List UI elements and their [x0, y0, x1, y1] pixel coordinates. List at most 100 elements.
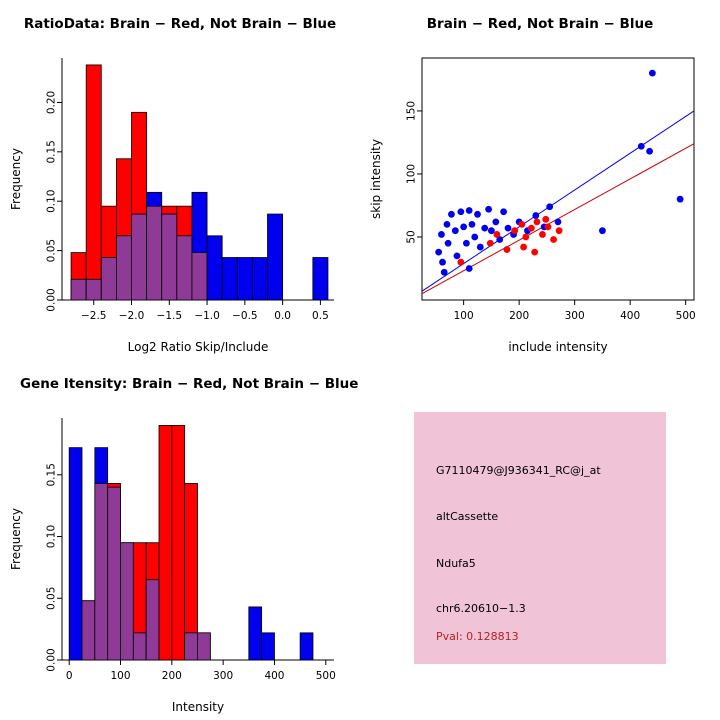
scatter-point	[646, 147, 653, 155]
histogram-bar	[171, 425, 186, 661]
panel-gene-info: G7110479@J936341_RC@j_at altCassette Ndu…	[360, 360, 720, 720]
histogram-overlap-bar	[81, 600, 96, 661]
scatter-point	[533, 218, 541, 226]
scatter-point	[531, 248, 539, 256]
scatter-point	[474, 210, 481, 218]
x-tick-label: −2.5	[81, 310, 107, 322]
scatter-point	[487, 227, 495, 235]
scatter-point	[444, 239, 452, 247]
histogram-overlap-bar	[116, 235, 132, 301]
scatter-point	[539, 231, 546, 238]
histogram-bar	[206, 235, 223, 301]
scatter-point	[522, 233, 530, 241]
y-tick-label: 0.00	[46, 648, 58, 671]
scatter-point	[440, 268, 448, 276]
y-tick-label: 50	[406, 230, 418, 243]
y-tick-label: 150	[406, 101, 418, 121]
scatter-point	[496, 236, 504, 243]
histogram-overlap-bar	[70, 278, 87, 301]
histogram-bar	[267, 213, 284, 301]
scatter-point	[435, 248, 443, 256]
histogram-bars	[70, 64, 329, 301]
gene-y-axis-label: Frequency	[9, 508, 23, 570]
scatter-point	[532, 212, 540, 219]
scatter-point	[503, 246, 511, 253]
y-tick-label: 0.20	[46, 91, 58, 114]
histogram-overlap-bar	[131, 213, 148, 301]
scatter-point	[520, 243, 527, 251]
histogram-bar	[248, 606, 263, 661]
histogram-overlap-bar	[197, 632, 211, 661]
y-tick-label: 0.05	[46, 239, 58, 262]
scatter-point	[457, 258, 465, 266]
gene-x-axis-label: Intensity	[171, 700, 225, 714]
scatter-point	[676, 195, 684, 203]
scatter-point	[457, 208, 465, 216]
x-tick-label: 0.0	[274, 310, 291, 322]
scatter-point	[443, 220, 451, 228]
x-tick-label: 0.5	[312, 310, 329, 322]
scatter-point	[599, 227, 606, 235]
gene-intensity-histogram-svg: 0 100 200 300 400 500 0.00 0.05 0.10 0.15	[46, 418, 336, 682]
scatter-point	[460, 223, 468, 231]
scatter-point	[550, 236, 557, 243]
histogram-overlap-bar	[107, 486, 121, 661]
x-tick-label: 500	[316, 670, 336, 682]
scatter-point	[471, 233, 479, 241]
scatter-point	[637, 142, 645, 150]
x-tick-label: −1.5	[157, 310, 183, 322]
scatter-series-not-brain	[435, 69, 684, 276]
gene-info-box: G7110479@J936341_RC@j_at altCassette Ndu…	[414, 412, 666, 664]
scatter-point	[481, 224, 489, 232]
pvalue-text: Pval: 0.128813	[436, 630, 519, 643]
scatter-point	[485, 205, 493, 213]
histogram-overlap-bar	[161, 213, 178, 301]
histogram-overlap-bar	[100, 257, 117, 301]
histogram-bar	[68, 447, 83, 661]
histogram-overlap-bar	[85, 278, 102, 301]
scatter-point	[648, 69, 656, 77]
histogram-overlap-bar	[146, 205, 163, 301]
scatter-y-axis-label: skip intensity	[369, 139, 383, 219]
scatter-point	[463, 239, 470, 247]
histogram-bar	[221, 257, 238, 301]
scatter-point	[546, 203, 554, 211]
histogram-bars	[68, 425, 314, 661]
gene-name-text: Ndufa5	[436, 557, 476, 570]
x-tick-label: 400	[620, 310, 640, 322]
x-tick-label: −2.0	[119, 310, 145, 322]
scatter-chart-title: Brain − Red, Not Brain − Blue	[426, 16, 654, 32]
histogram-bar	[158, 425, 173, 661]
scatter-point	[451, 227, 459, 235]
not-brain-fit-line	[421, 110, 695, 292]
probe-id-text: G7110479@J936341_RC@j_at	[436, 464, 601, 477]
scatter-point	[504, 224, 512, 232]
scatter-point	[468, 220, 476, 228]
scatter-point	[476, 243, 484, 251]
y-tick-label: 0.05	[46, 587, 58, 610]
x-tick-label: 100	[110, 670, 130, 682]
scatter-point	[453, 252, 461, 260]
histogram-overlap-bar	[120, 542, 134, 661]
x-tick-label: 400	[264, 670, 284, 682]
histogram-bar	[251, 257, 268, 301]
histogram-overlap-bar	[94, 483, 109, 661]
scatter-point	[542, 215, 550, 223]
y-tick-label: 100	[406, 164, 418, 184]
intensity-scatter-svg: 100 200 300 400 500 50 100 150	[406, 57, 696, 322]
x-tick-label: 300	[213, 670, 233, 682]
scatter-point	[555, 227, 563, 235]
y-tick-label: 0.15	[46, 463, 58, 486]
x-tick-label: −1.0	[194, 310, 220, 322]
ratio-x-axis-label: Log2 Ratio Skip/Include	[127, 340, 269, 354]
x-tick-label: 100	[454, 310, 474, 322]
panel-gene-intensity-histogram: 0 100 200 300 400 500 0.00 0.05 0.10 0.15 Gene It…	[0, 360, 360, 720]
histogram-overlap-bar	[132, 632, 147, 661]
scatter-point	[518, 220, 526, 228]
x-tick-label: 0	[66, 670, 73, 682]
scatter-point	[465, 265, 473, 272]
panel-ratio-histogram: −2.5 −2.0 −1.5 −1.0 −0.5 0.0 0.5 0.00 0.05 0.10 0.…	[0, 0, 360, 360]
histogram-overlap-bar	[191, 252, 208, 301]
scatter-x-axis-label: include intensity	[508, 340, 608, 354]
